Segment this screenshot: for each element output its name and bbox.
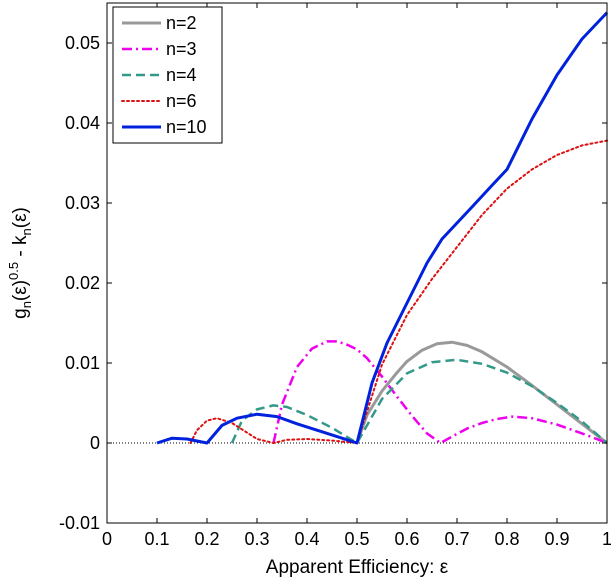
y-tick-label: 0.04	[65, 113, 100, 133]
series-line-n-6	[189, 139, 608, 444]
y-axis-label-part: n	[19, 228, 34, 235]
x-tick-label: 0	[102, 529, 112, 549]
y-axis-label: gn(ε)0.5 - kn(ε)	[6, 207, 34, 319]
legend-label: n=3	[166, 39, 197, 59]
series-line-n-10	[156, 11, 609, 445]
x-tick-label: 0.1	[144, 529, 169, 549]
series-line-n-4	[230, 358, 608, 445]
y-axis-label-part: (ε)	[10, 280, 31, 301]
legend-label: n=4	[166, 65, 197, 85]
x-tick-label: 0.6	[394, 529, 419, 549]
y-axis-label-part: g	[10, 308, 31, 319]
x-axis-label: Apparent Efficiency: ε	[266, 557, 449, 578]
y-tick-label: 0.01	[65, 353, 100, 373]
y-tick-label: 0	[90, 433, 100, 453]
x-tick-label: 0.8	[494, 529, 519, 549]
y-tick-label: 0.02	[65, 273, 100, 293]
x-tick-label: 0.4	[294, 529, 319, 549]
x-tick-label: 0.9	[544, 529, 569, 549]
series-line-n-3	[272, 340, 608, 445]
y-tick-label: -0.01	[59, 513, 100, 533]
x-tick-label: 0.5	[344, 529, 369, 549]
y-tick-label: 0.03	[65, 193, 100, 213]
y-axis-label-part: - k	[10, 235, 31, 262]
x-tick-label: 0.3	[244, 529, 269, 549]
x-tick-label: 1	[602, 529, 611, 549]
legend-label: n=2	[166, 13, 197, 33]
y-tick-label: 0.05	[65, 33, 100, 53]
legend-label: n=6	[166, 91, 197, 111]
legend-label: n=10	[166, 117, 207, 137]
axes-layer: 0 0.1 0.2 0.3 0.4 0.5 0.6 0.7 0.8 0.9 1-0.0100.010…	[59, 2, 611, 549]
y-axis-label-part: n	[19, 301, 34, 308]
x-tick-label: 0.2	[194, 529, 219, 549]
legend: n=2 n=3 n=4 n=6 n=10	[112, 6, 223, 144]
y-axis-label-part: (ε)	[10, 207, 31, 228]
y-axis-label-part: 0.5	[6, 262, 21, 280]
legend-box	[112, 6, 223, 144]
x-tick-label: 0.7	[444, 529, 469, 549]
